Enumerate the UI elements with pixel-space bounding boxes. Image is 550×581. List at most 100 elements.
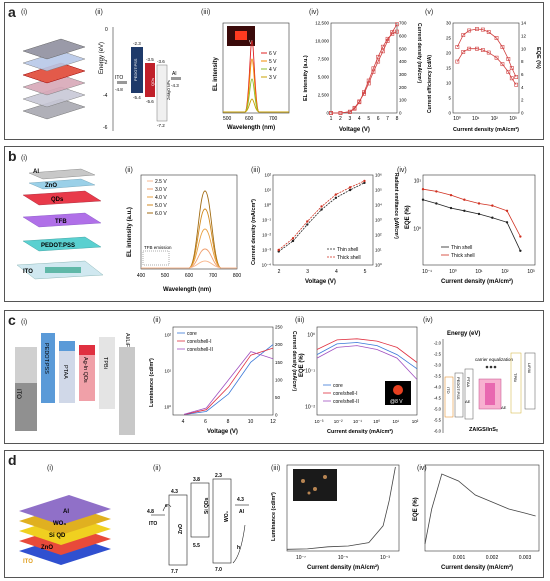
y-tick-label: 20 <box>446 51 452 56</box>
data-point <box>494 36 499 40</box>
level-value: 4.3 <box>171 489 178 495</box>
data-point <box>449 206 453 210</box>
y-tick-label: 10⁰ <box>413 227 421 233</box>
x-axis-label: Current density (mA/cm²) <box>453 126 519 133</box>
data-point <box>366 81 371 86</box>
y-tick-label: 10⁻⁴ <box>262 263 271 268</box>
x-tick-label: 5 <box>367 116 370 122</box>
data-point <box>480 27 485 32</box>
stack-layer <box>22 38 86 120</box>
y2-tick-label: 10³ <box>375 218 382 223</box>
y-axis-label: EQE (%) <box>299 353 305 377</box>
y-axis-label: Luminance (cd/m²) <box>270 492 277 541</box>
y-tick-label: 10² <box>164 333 171 338</box>
data-point <box>500 45 505 49</box>
x-tick-label: 6 <box>204 419 207 425</box>
x-tick-label: 10² <box>501 269 509 275</box>
data-point <box>455 59 460 64</box>
panel-label: d <box>8 452 17 468</box>
layer-label: TPBi <box>102 357 108 369</box>
data-point <box>306 220 309 223</box>
y-tick-label: 10⁻¹ <box>262 218 271 223</box>
efficiency-chart: 0 5 10 15 20 25 30 0 2 4 6 8 10 12 14 10⁰ 10¹ 10² 10³ Cu… <box>427 21 541 133</box>
y2-tick-label: 100 <box>275 377 283 382</box>
device-stack-illustration <box>22 38 86 120</box>
inset-label: @8 V <box>390 399 403 405</box>
data-point <box>395 29 399 34</box>
glowing-pixel <box>235 31 247 40</box>
x-tick-label: 1 <box>330 116 333 122</box>
legend-label: 4 V <box>269 67 277 73</box>
y-tick-label: 7,500 <box>318 57 330 62</box>
series-line <box>456 48 517 85</box>
series-line <box>422 188 521 237</box>
layer-label: Al/LiF <box>124 333 130 348</box>
device-stack-illustration: Al ZnO QDs TFB PEDOT:PSS ITO <box>16 168 104 280</box>
x-axis-label: Voltage (V) <box>305 279 336 285</box>
series-line <box>456 28 517 78</box>
layer-label: ZnMgO NPs <box>167 80 171 100</box>
series-line <box>422 199 521 251</box>
subpanel-label: (i) <box>47 465 54 472</box>
legend-label: 3 V <box>269 75 277 81</box>
el-curve-3v <box>223 98 289 113</box>
layer-label: WO₃ <box>224 510 230 522</box>
layer-label: PEDOT:PSS <box>41 243 75 249</box>
level-value: -3.6 <box>157 59 165 64</box>
data-point <box>380 44 385 49</box>
y-tick-label: 10⁻¹ <box>305 369 315 375</box>
el-curve-5v <box>141 208 237 269</box>
series-line <box>316 342 418 370</box>
y-tick-label: 0 <box>105 27 108 33</box>
legend-label: 2.5 V <box>155 179 167 185</box>
data-point <box>463 209 466 212</box>
series-line <box>183 351 274 415</box>
data-point <box>475 27 479 31</box>
data-point <box>480 48 485 52</box>
el-curve-4v <box>141 228 237 269</box>
data-point <box>461 33 466 37</box>
x-tick-label: 400 <box>137 273 146 279</box>
y-tick-label: -4.0 <box>434 385 442 390</box>
subpanel-label: (i) <box>21 155 28 162</box>
data-point <box>329 111 333 115</box>
data-point <box>390 30 395 34</box>
series-line <box>184 347 274 415</box>
x-tick-label: 2 <box>278 269 281 275</box>
x-tick-label: 10² <box>491 116 499 122</box>
data-point <box>320 208 323 211</box>
x-tick-label: 10⁻¹ <box>353 419 362 424</box>
y2-tick-label: 6 <box>521 72 524 77</box>
layer-label: WO₃ <box>53 521 66 527</box>
x-axis-label: Voltage (V) <box>339 127 370 133</box>
y-tick-label: 0 <box>448 111 451 116</box>
y-tick-label: -2.5 <box>434 352 442 357</box>
y2-tick-label: 10¹ <box>375 248 382 253</box>
data-point <box>376 59 381 64</box>
x-axis-label: Current density (mA/cm²) <box>307 564 379 571</box>
data-point <box>509 76 514 81</box>
legend-label: core/shell-I <box>333 391 357 397</box>
panel-b: b (i) (ii) (iii) (iv) Al ZnO QDs TFB PED… <box>4 146 544 302</box>
y2-tick-label: 200 <box>399 85 407 90</box>
y-tick-label: 5,000 <box>318 75 330 80</box>
y-tick-label: 25 <box>446 36 452 41</box>
series-line <box>278 182 365 252</box>
y-tick-label: 10¹ <box>164 369 171 374</box>
subpanel-label: (ii) <box>125 167 133 174</box>
legend-label: 5 V <box>269 59 277 65</box>
eqe-chart: 0.001 0.002 0.003 Current density (mA/cm²)… <box>413 464 540 571</box>
x-tick-label: 10⁻³ <box>315 419 324 424</box>
subpanel-label: (ii) <box>153 465 161 472</box>
y-tick-label: -6 <box>103 125 108 131</box>
data-point <box>334 193 338 196</box>
data-point <box>363 179 366 183</box>
layer-label: ITO <box>149 521 157 527</box>
x-axis-label: Wavelength (nm) <box>163 287 211 293</box>
y-axis-label: EL intensity (a.u.) <box>127 207 133 257</box>
y2-tick-label: 0 <box>275 413 278 418</box>
jv-radiance-chart: 10² 10¹ 10⁰ 10⁻¹ 10⁻² 10⁻³ 10⁻⁴ 10⁶ 10⁵ 10⁴ 10³ 10… <box>250 173 399 285</box>
legend-label: 4.0 V <box>155 195 167 201</box>
x-tick-label: 3 <box>306 269 309 275</box>
x-axis-label: Wavelength (nm) <box>227 125 275 131</box>
